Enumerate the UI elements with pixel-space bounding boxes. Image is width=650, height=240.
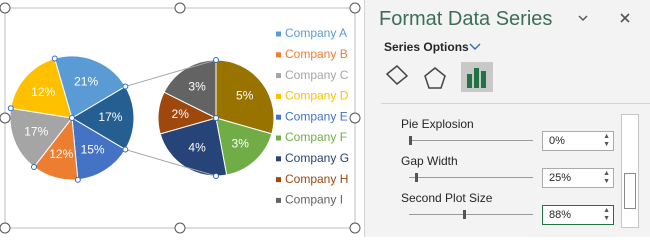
point-handle [74,176,81,183]
field-label: Gap Width [401,154,458,168]
connector-line [125,149,217,177]
spin-arrows[interactable]: ▲ ▼ [603,207,610,222]
legend-swatch [276,114,281,120]
field-label: Second Plot Size [401,191,493,205]
point-handle [30,163,37,170]
point-handle [69,115,75,121]
resize-handle[interactable] [0,112,11,124]
spin-arrows[interactable]: ▲ ▼ [603,170,610,185]
legend-entry: Company H [285,172,348,186]
legend-swatch [276,197,281,203]
fill-icon[interactable] [385,64,409,86]
section-arrow[interactable] [469,42,481,52]
slider-thumb[interactable] [415,173,418,182]
resize-handle[interactable] [0,222,11,234]
legend-swatch [276,177,281,183]
data-label: 21% [74,74,98,88]
point-handle [7,105,14,112]
legend-entry: Company A [285,26,347,40]
legend-entry: Company B [285,47,348,61]
point-handle [213,173,219,179]
resize-handle[interactable] [349,2,361,14]
pie-slice [215,117,273,176]
pie-slice [71,85,135,151]
options-area [381,103,650,238]
slider-thumb[interactable] [463,210,466,219]
data-label: 12% [31,85,55,99]
pane-controls[interactable] [577,12,647,26]
slider-thumb[interactable] [409,136,412,145]
connector-line [125,59,217,87]
data-label: 4% [188,141,206,155]
legend-entry: Company E [285,109,348,123]
pane-title: Format Data Series [379,8,553,30]
spin-box[interactable]: 25% ▲ ▼ [542,168,614,188]
legend-swatch [276,73,281,79]
pie-slice [9,107,73,168]
data-label: 2% [172,107,190,121]
legend-swatch [276,31,281,37]
data-label: 3% [232,137,250,151]
pie-slice [10,57,73,119]
tab-icons [385,62,493,92]
legend-entry: Company F [285,130,347,144]
effects-icon[interactable] [424,67,446,89]
pie-slice [54,55,127,119]
legend-swatch [276,135,281,141]
resize-handle[interactable] [349,222,361,234]
data-label: 3% [188,80,206,94]
data-label: 5% [236,89,254,103]
point-handle [122,146,129,153]
data-label: 12% [49,147,73,161]
legend-entry: Company G [285,151,349,165]
data-label: 17% [24,124,48,138]
data-label: 15% [81,143,105,157]
options-arrow[interactable] [578,15,588,21]
legend-swatch [276,52,281,58]
legend-swatch [276,156,281,162]
scrollbar[interactable] [621,114,639,228]
resize-handle[interactable] [0,2,11,14]
pie-slice [215,59,275,135]
slider[interactable] [409,136,533,145]
legend-entry: Company D [285,89,349,103]
slider[interactable] [409,210,533,219]
point-handle [213,115,219,121]
field-label: Pie Explosion [401,117,474,131]
slider[interactable] [409,173,533,182]
resize-handle[interactable] [349,112,361,124]
section-tab[interactable]: Series Options [384,40,469,54]
spin-arrows[interactable]: ▲ ▼ [603,133,610,148]
point-handle [213,57,219,63]
format-pane: Format Data Series Series Options Pie Ex… [364,0,650,237]
legend-entry: Company C [285,68,349,82]
data-label: 17% [98,110,122,124]
resize-handle[interactable] [174,2,186,14]
chart: 17%15%12%17%12%21%5%3%4%2%3%Company ACom… [0,2,361,234]
resize-handle[interactable] [174,222,186,234]
spin-box[interactable]: 0% ▲ ▼ [542,131,614,151]
close-icon[interactable] [620,13,630,23]
point-handle [51,55,58,62]
spin-box[interactable]: 88% ▲ ▼ [542,205,614,225]
point-handle [122,83,129,90]
legend-entry: Company I [285,193,343,207]
legend-swatch [276,93,281,99]
